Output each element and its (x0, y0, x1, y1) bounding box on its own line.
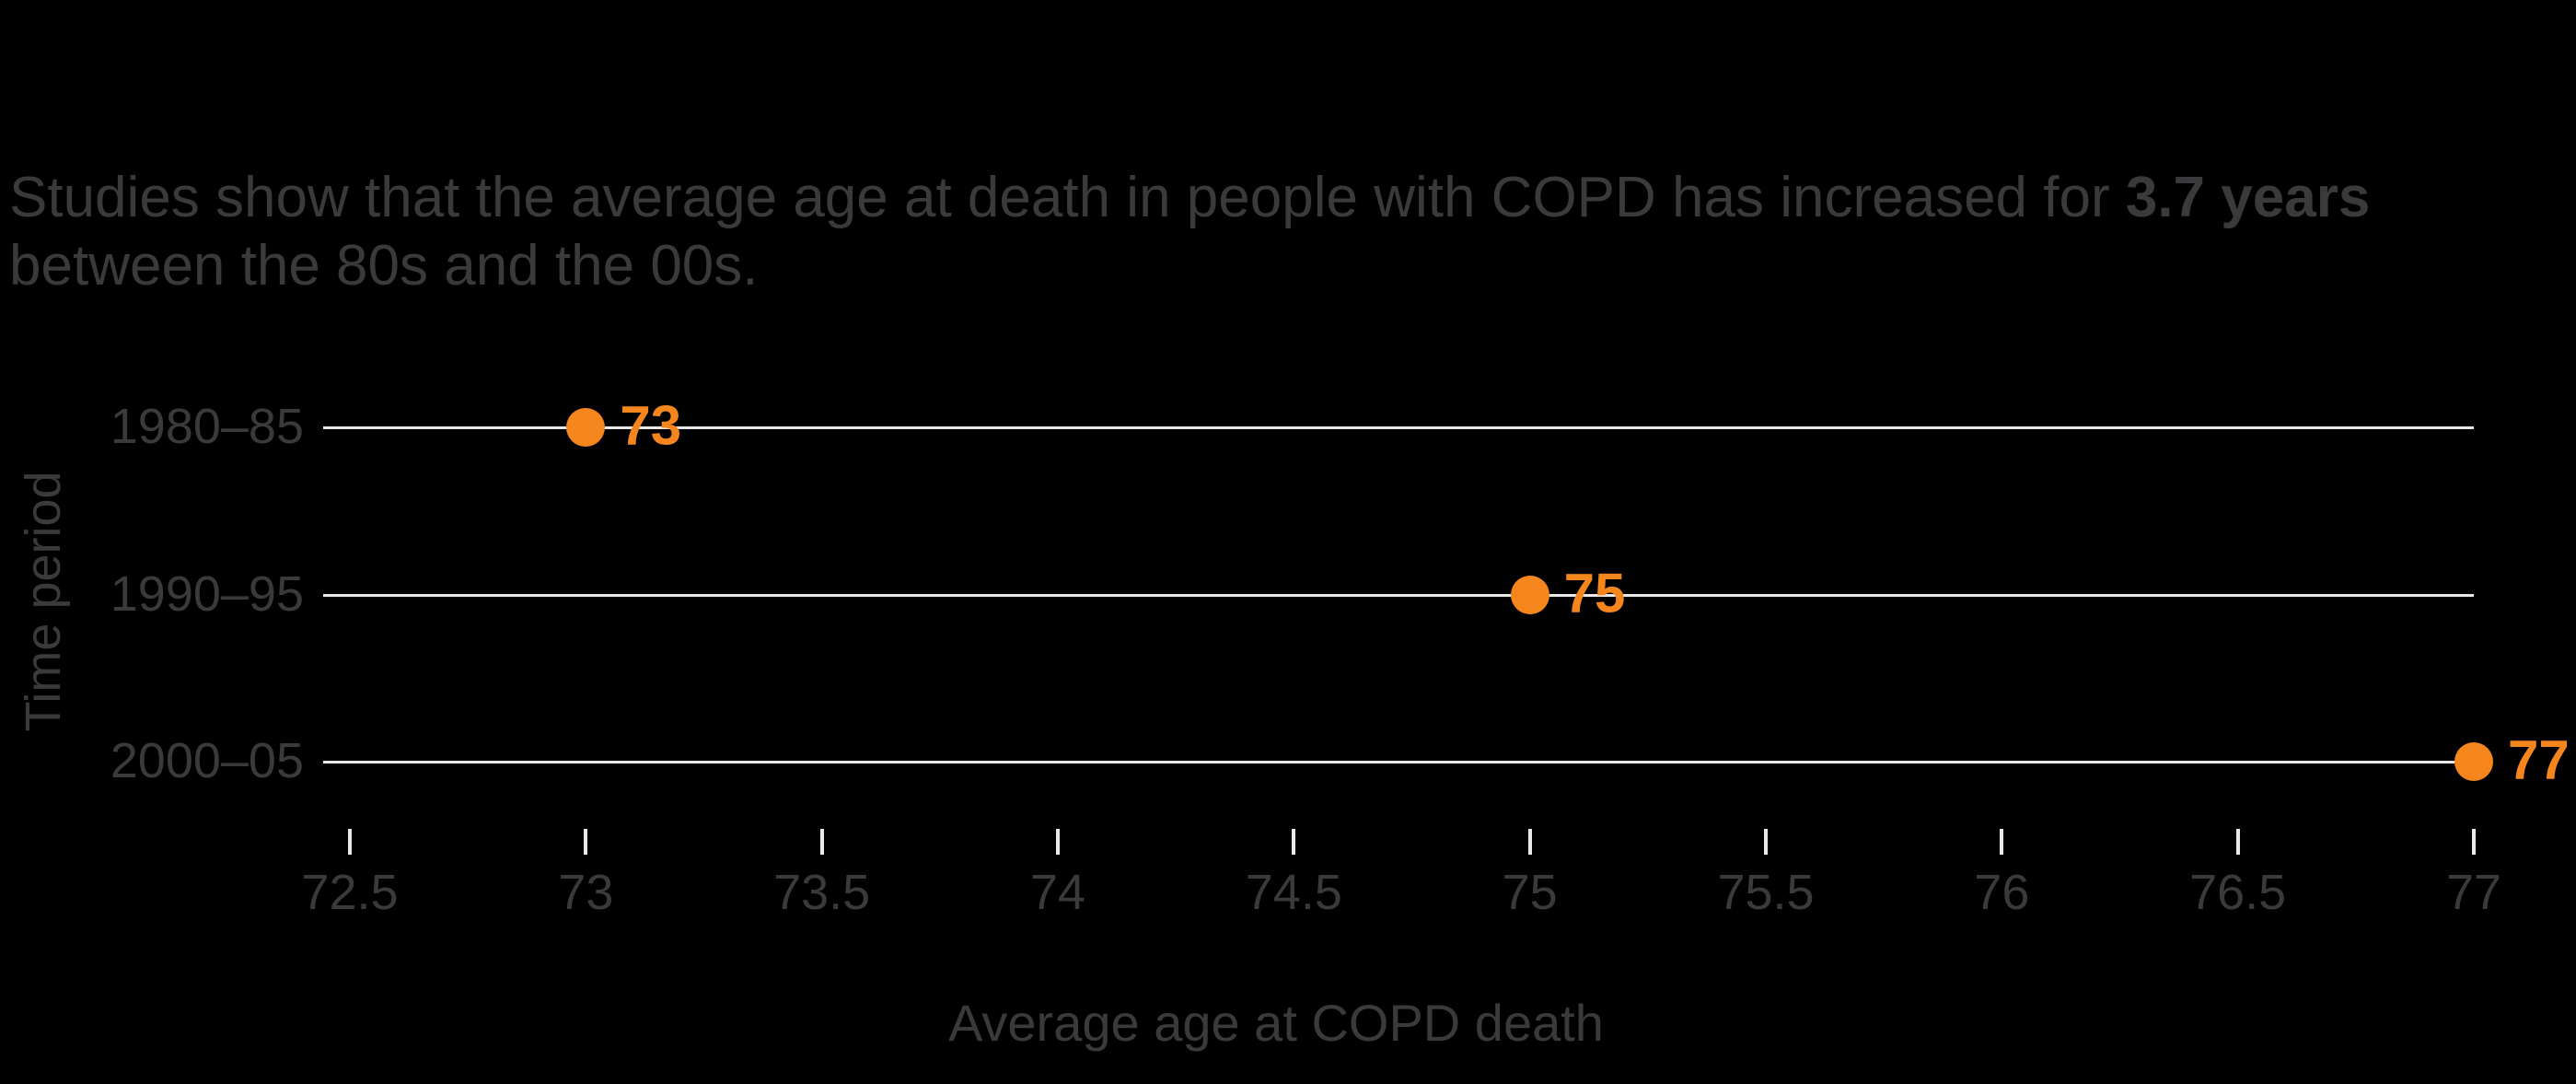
chart-title-text: Studies show that the average age at dea… (9, 166, 2126, 229)
tick-label: 72.5 (301, 865, 399, 920)
chart-title-bold-value: 3.7 years (2125, 166, 2371, 229)
tick-label: 73.5 (773, 865, 871, 920)
axis-tick (2000, 829, 2004, 855)
chart-title-text-after: between the 80s and the 00s. (9, 234, 759, 297)
axis-tick (1292, 829, 1296, 855)
axis-tick (1764, 829, 1768, 855)
tick-label: 76.5 (2189, 865, 2287, 920)
data-point (2454, 742, 2493, 781)
grid-line (323, 425, 2474, 429)
tick-label: 73 (558, 865, 614, 920)
axis-tick (2472, 829, 2476, 855)
tick-label: 75.5 (1717, 865, 1815, 920)
grid-line (323, 593, 2474, 597)
axis-tick (2235, 829, 2240, 855)
value-label: 75 (1563, 562, 1626, 624)
axis-tick (1056, 829, 1060, 855)
tick-label: 76 (1974, 865, 2030, 920)
value-label: 73 (620, 394, 682, 457)
axis-tick (348, 829, 352, 855)
tick-label: 75 (1502, 865, 1558, 920)
tick-label: 77 (2445, 865, 2502, 920)
tick-label: 74 (1029, 865, 1086, 920)
tick-label: 74.5 (1245, 865, 1342, 920)
category-label: 2000–05 (110, 732, 304, 788)
data-point (566, 408, 606, 447)
axis-tick (584, 829, 588, 855)
value-label: 77 (2508, 728, 2570, 791)
x-axis-title: Average age at COPD death (948, 994, 1604, 1052)
axis-tick (1527, 829, 1532, 855)
category-label: 1980–85 (110, 398, 304, 454)
y-axis-title: Time period (16, 471, 71, 732)
chart-title: Studies show that the average age at dea… (9, 164, 2532, 300)
category-label: 1990–95 (110, 565, 304, 622)
axis-tick (819, 829, 824, 855)
grid-line (323, 760, 2474, 763)
data-point (1510, 576, 1549, 614)
